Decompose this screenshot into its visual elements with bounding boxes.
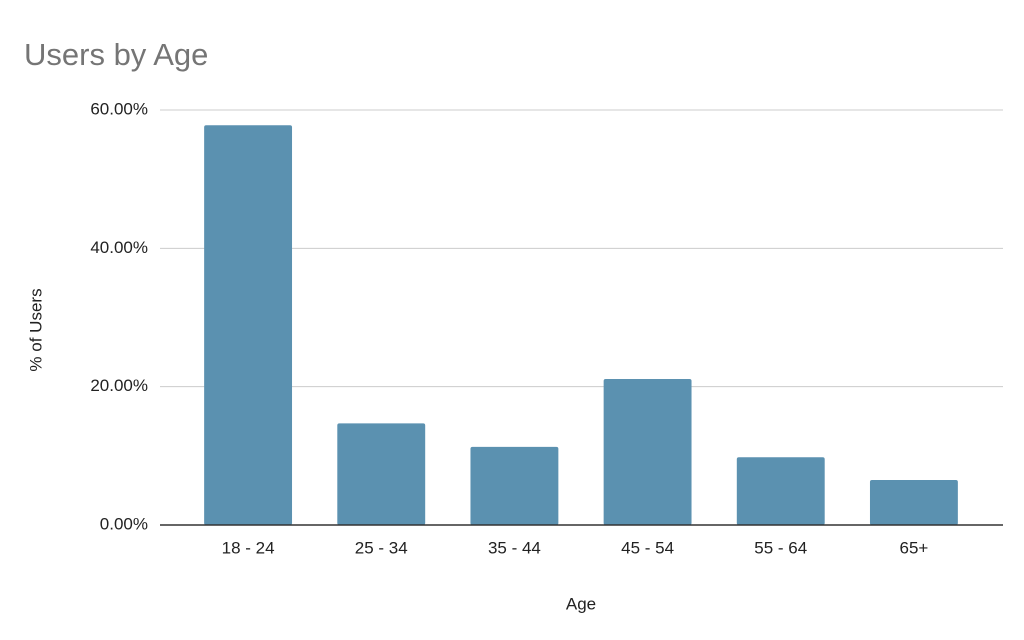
x-tick-label: 35 - 44: [488, 538, 541, 557]
bar: [603, 379, 692, 525]
x-tick-label: 55 - 64: [754, 538, 807, 557]
y-tick-label: 60.00%: [90, 99, 148, 118]
x-tick-label: 65+: [899, 538, 928, 557]
bar: [204, 125, 293, 525]
y-axis-title: % of Users: [26, 288, 45, 371]
x-tick-label: 45 - 54: [621, 538, 674, 557]
x-tick-label: 25 - 34: [355, 538, 408, 557]
chart-title: Users by Age: [24, 37, 208, 72]
y-tick-label: 40.00%: [90, 238, 148, 257]
x-axis-title: Age: [566, 594, 596, 613]
y-tick-label: 20.00%: [90, 376, 148, 395]
bar: [869, 480, 958, 525]
bar: [736, 457, 825, 525]
bar: [337, 423, 426, 525]
y-tick-label: 0.00%: [100, 514, 148, 533]
bar: [470, 446, 559, 525]
x-tick-label: 18 - 24: [222, 538, 275, 557]
